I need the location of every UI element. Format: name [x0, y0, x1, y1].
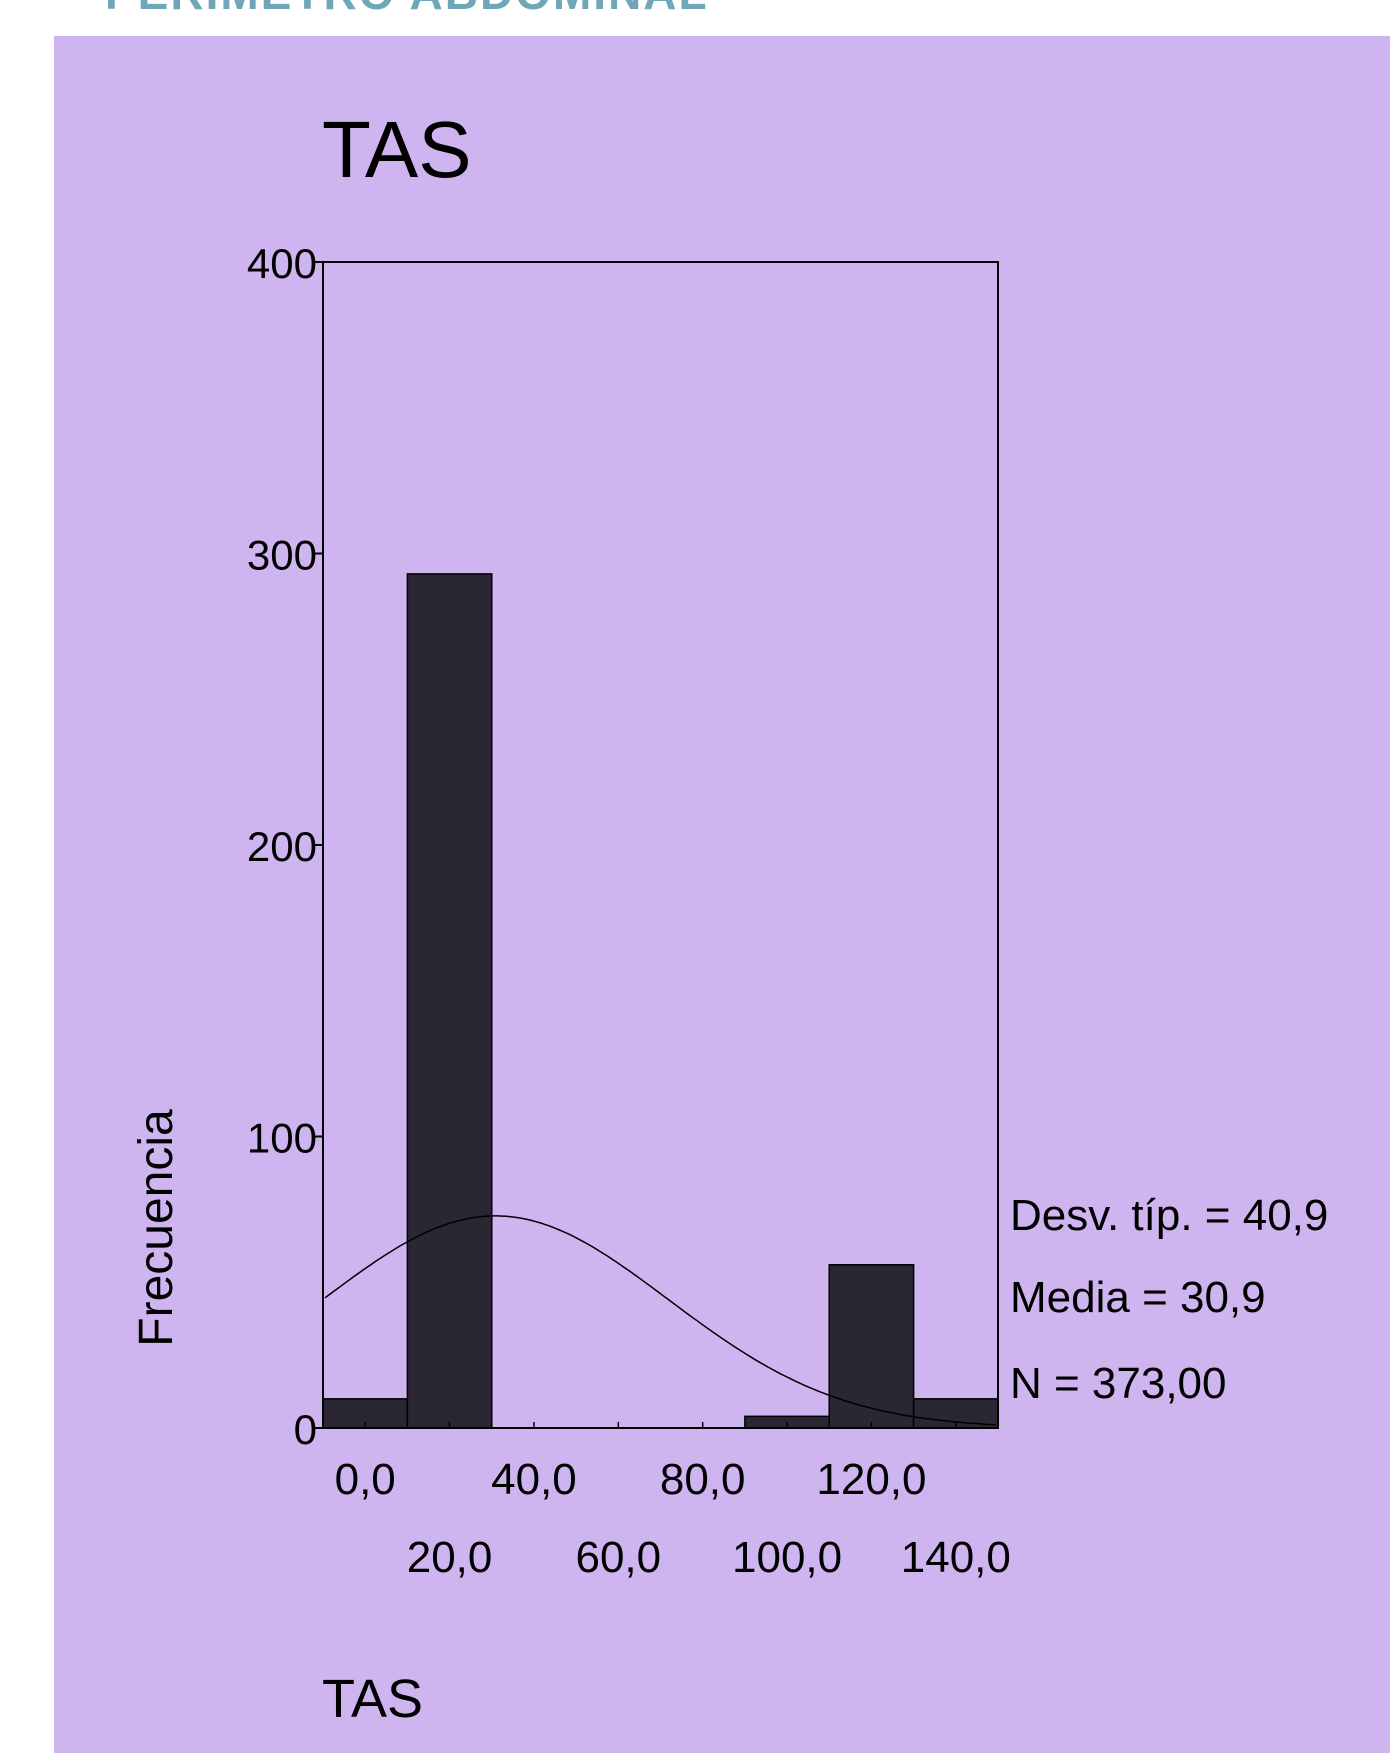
x-tick-label: 140,0 — [901, 1533, 1011, 1582]
chart-panel: TAS Frecuencia TAS 0 100 200 300 400 0,0 40,0… — [54, 36, 1390, 1753]
x-ticks-layer: 0,0 40,0 80,0 120,0 20,0 60,0 100,0 140,0 — [335, 1422, 1011, 1582]
x-tick-label: 60,0 — [575, 1533, 661, 1582]
x-tick-label: 40,0 — [491, 1455, 577, 1504]
histogram-chart: TAS Frecuencia TAS 0 100 200 300 400 0,0 40,0… — [130, 105, 1328, 1729]
x-tick-label: 20,0 — [407, 1533, 493, 1582]
y-axis-label: Frecuencia — [130, 1109, 183, 1347]
cut-off-header: PERIMETRO ABDOMINAL — [105, 0, 709, 20]
bars-layer — [322, 573, 999, 1429]
y-ticks-layer: 0 100 200 300 400 — [247, 240, 323, 1453]
chart-title: TAS — [322, 105, 472, 194]
y-tick-label: 300 — [247, 532, 317, 579]
x-tick-label: 100,0 — [732, 1533, 842, 1582]
x-tick-label: 120,0 — [816, 1455, 926, 1504]
x-tick-label: 80,0 — [660, 1455, 746, 1504]
stat-n: N = 373,00 — [1010, 1359, 1227, 1408]
x-axis-label: TAS — [322, 1669, 423, 1729]
normal-curve — [324, 1215, 996, 1426]
y-tick-label: 400 — [247, 240, 317, 287]
x-tick-label: 0,0 — [335, 1455, 396, 1504]
y-tick-label: 100 — [247, 1115, 317, 1162]
histogram-bar-5 — [828, 1264, 915, 1429]
stat-std-dev: Desv. típ. = 40,9 — [1010, 1191, 1328, 1240]
stat-mean: Media = 30,9 — [1010, 1273, 1266, 1322]
y-tick-label: 0 — [294, 1406, 317, 1453]
y-tick-label: 200 — [247, 823, 317, 870]
histogram-bar-1 — [406, 573, 493, 1429]
